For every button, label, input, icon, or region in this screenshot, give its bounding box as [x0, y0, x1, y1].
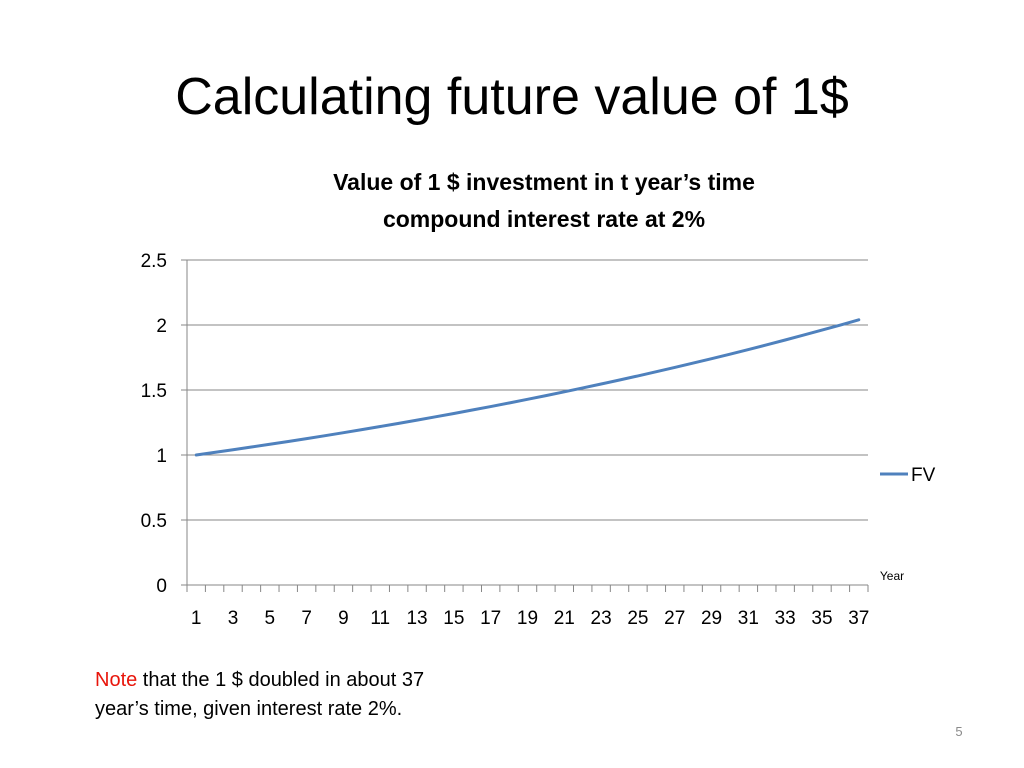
x-tick-label: 17 [480, 608, 501, 629]
x-tick-label: 29 [701, 608, 722, 629]
y-tick-label: 1.5 [141, 381, 167, 402]
y-tick-label: 0.5 [141, 511, 167, 532]
x-tick-label: 19 [517, 608, 538, 629]
x-tick-label: 25 [627, 608, 648, 629]
x-tick-label: 33 [775, 608, 796, 629]
x-tick-label: 27 [664, 608, 685, 629]
x-tick-label: 13 [406, 608, 427, 629]
series-group [194, 318, 861, 457]
gridlines [187, 259, 868, 521]
x-tick-label: 15 [443, 608, 464, 629]
slide-title: Calculating future value of 1$ [175, 68, 849, 126]
x-tick-label: 37 [848, 608, 869, 629]
x-axis-tick-labels: 1 3 5 7 9 11 13 15 17 19 21 23 25 27 29 31 33 35 37 [191, 608, 869, 629]
y-tick-label: 2.5 [141, 251, 167, 272]
y-tick-label: 0 [156, 576, 167, 597]
x-tick-label: 5 [265, 608, 276, 629]
x-tick-label: 3 [228, 608, 239, 629]
x-tick-label: 21 [554, 608, 575, 629]
x-tick-label: 31 [738, 608, 759, 629]
y-tick-label: 2 [156, 316, 167, 337]
y-axis-ticks: 0 0.5 1 1.5 2 2.5 [141, 251, 187, 597]
x-tick-label: 7 [301, 608, 312, 629]
chart-title-line-1: Value of 1 $ investment in t year’s time [333, 169, 755, 195]
chart-title-line-2: compound interest rate at 2% [383, 206, 705, 232]
legend-label-fv: FV [911, 465, 936, 486]
x-tick-label: 9 [338, 608, 349, 629]
x-axis [186, 260, 869, 592]
x-tick-label: 11 [370, 608, 390, 629]
x-tick-label: 23 [591, 608, 612, 629]
note-body: that the 1 $ doubled in about 37 year’s … [95, 669, 425, 720]
x-tick-label: 1 [191, 608, 202, 629]
x-axis-label: Year [880, 569, 904, 583]
note-text: Note that the 1 $ doubled in about 37 ye… [95, 666, 465, 724]
y-tick-label: 1 [156, 446, 167, 467]
series-line-fv [194, 318, 861, 457]
x-tick-label: 35 [811, 608, 832, 629]
page-number: 5 [955, 724, 963, 739]
legend: FV [880, 465, 936, 486]
note-keyword: Note [95, 669, 138, 691]
line-chart: Value of 1 $ investment in t year’s time… [141, 169, 936, 629]
